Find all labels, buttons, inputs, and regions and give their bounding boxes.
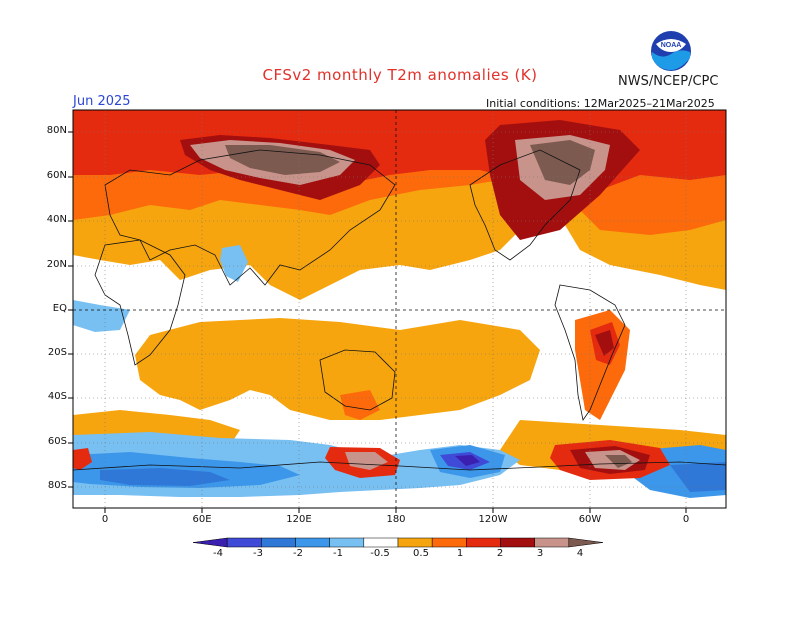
lat-label-80s: 80S: [47, 480, 67, 491]
lon-label-0-east: 0: [682, 514, 690, 525]
map-title: CFSv2 monthly T2m anomalies (K): [262, 66, 538, 84]
colorbar-bin-1: [226, 537, 262, 548]
noaa-logo-icon: NOAA: [651, 31, 691, 71]
colorbar-arrow-high: [568, 537, 604, 548]
initial-conditions: Initial conditions: 12Mar2025–21Mar2025: [486, 97, 715, 110]
colorbar-label-m4: -4: [213, 548, 223, 559]
colorbar-label-2: 2: [496, 548, 504, 559]
lat-label-20n: 20N: [46, 259, 67, 270]
colorbar-bin-2: [261, 537, 296, 548]
colorbar-label-1: 1: [456, 548, 464, 559]
cool-east-antarctic-2: [670, 462, 726, 492]
lat-label-20s: 20S: [47, 347, 67, 358]
colorbar-arrow-low: [192, 537, 228, 548]
svg-text:NOAA: NOAA: [661, 42, 682, 49]
colorbar-bin-8: [466, 537, 501, 548]
lat-label-eq: EQ: [52, 303, 67, 314]
lon-label-60e: 60E: [192, 514, 212, 525]
colorbar-label-m1: -1: [333, 548, 343, 559]
brown-weddell: [605, 455, 632, 468]
colorbar-bin-10: [534, 537, 570, 548]
lat-label-40n: 40N: [46, 214, 67, 225]
coastline-5: [73, 461, 726, 508]
cool-antarctic-3: [100, 468, 230, 486]
lon-label-0: 0: [101, 514, 109, 525]
lat-label-60n: 60N: [46, 170, 67, 181]
colorbar-bin-9: [500, 537, 535, 548]
lon-label-120e: 120E: [286, 514, 312, 525]
cool-atlantic-eq: [73, 300, 130, 332]
lat-label-60s: 60S: [47, 436, 67, 447]
colorbar-label-m05: -0.5: [370, 548, 390, 559]
colorbar-label-3: 3: [536, 548, 544, 559]
colorbar-bin-7: [431, 537, 467, 548]
agency-label: NWS/NCEP/CPC: [618, 74, 719, 89]
darkred-south-america: [595, 330, 614, 356]
brown-siberia: [225, 145, 340, 175]
colorbar-bin-3: [295, 537, 330, 548]
coldest-ross-sea: [455, 455, 480, 466]
colorbar-label-4: 4: [576, 548, 584, 559]
lon-label-120w: 120W: [478, 514, 508, 525]
lon-label-180: 180: [386, 514, 406, 525]
lon-label-60w: 60W: [578, 514, 602, 525]
colorbar-bin-4: [329, 537, 365, 548]
coastline-0: [104, 149, 396, 286]
lat-label-80n: 80N: [46, 125, 67, 136]
red-australia: [340, 390, 380, 420]
colorbar-bin-5: [363, 537, 399, 548]
colorbar-label-05: 0.5: [413, 548, 429, 559]
pink-antarctic-pacific: [345, 452, 388, 470]
coastline-2: [319, 349, 396, 411]
cool-india: [220, 245, 248, 282]
colorbar-bin-6: [397, 537, 433, 548]
map-frame: [72, 109, 727, 509]
colorbar-label-m3: -3: [253, 548, 263, 559]
colorbar-label-m2: -2: [293, 548, 303, 559]
anomaly-field: [73, 110, 726, 508]
warm-antarctic-west: [73, 448, 92, 470]
lat-label-40s: 40S: [47, 391, 67, 402]
forecast-month: Jun 2025: [73, 94, 131, 109]
coastline-3: [469, 149, 581, 261]
